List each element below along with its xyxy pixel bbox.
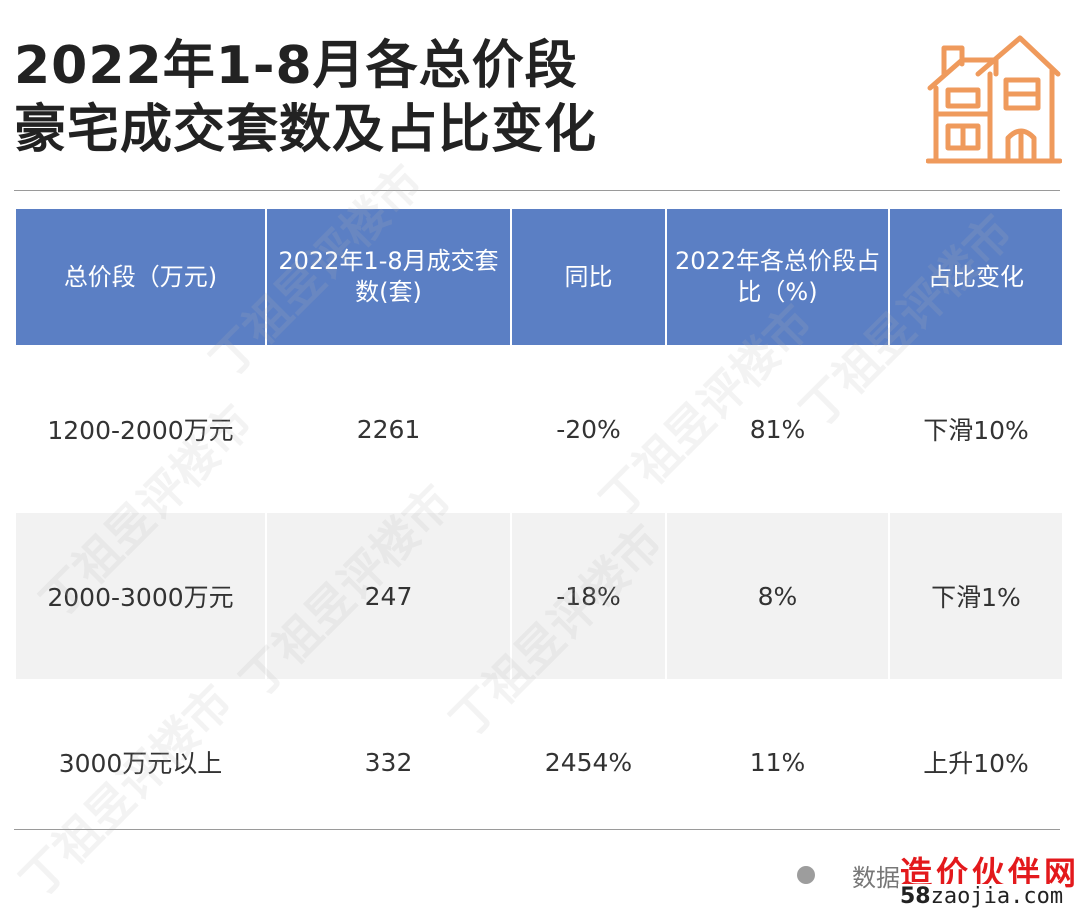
cell-share-change: 下滑10%: [923, 416, 1029, 445]
cell-share: 11%: [749, 747, 806, 777]
source-label: 数据: [852, 864, 900, 892]
column-header-share-change: 占比变化: [890, 209, 1062, 345]
table-row: 3000万元以上 332 2454% 11% 上升10%: [16, 679, 1062, 845]
cell-yoy: 2454%: [544, 747, 633, 777]
house-icon: [926, 35, 1062, 164]
table-header-row: 总价段（万元) 2022年1-8月成交套数(套) 同比 2022年各总价段占比（…: [16, 209, 1062, 345]
site-logo-url-number: 58: [900, 884, 931, 909]
cell-share: 81%: [749, 414, 806, 444]
site-logo-url-domain: zaojia.com: [930, 884, 1064, 909]
site-logo-url: 58zaojia.com: [898, 884, 1066, 909]
cell-units-sold: 2261: [356, 414, 421, 444]
source-bullet-icon: [797, 866, 815, 884]
divider-bottom: [14, 829, 1060, 830]
title-line-1: 2022年1-8月各总价段: [14, 36, 578, 96]
cell-price-range: 2000-3000万元: [16, 513, 265, 679]
title-line-2: 豪宅成交套数及占比变化: [14, 100, 598, 160]
page-title: 2022年1-8月各总价段 豪宅成交套数及占比变化: [14, 34, 597, 162]
cell-units-sold: 247: [267, 513, 510, 679]
cell-price-range: 1200-2000万元: [47, 416, 234, 445]
column-header-price-range: 总价段（万元): [16, 209, 265, 345]
table-row: 2000-3000万元 247 -18% 8% 下滑1%: [16, 513, 1062, 679]
column-header-yoy: 同比: [512, 209, 665, 345]
cell-share-change: 下滑1%: [890, 513, 1062, 679]
column-header-units-sold: 2022年1-8月成交套数(套): [267, 209, 510, 345]
table-row: 1200-2000万元 2261 -20% 81% 下滑10%: [16, 345, 1062, 513]
cell-units-sold: 332: [364, 747, 413, 777]
data-table: 总价段（万元) 2022年1-8月成交套数(套) 同比 2022年各总价段占比（…: [14, 209, 1064, 845]
divider-top: [14, 190, 1060, 191]
cell-yoy: -18%: [512, 513, 665, 679]
cell-yoy: -20%: [556, 414, 621, 444]
cell-share: 8%: [667, 513, 888, 679]
cell-price-range: 3000万元以上: [58, 749, 223, 778]
column-header-share: 2022年各总价段占比（%): [667, 209, 888, 345]
cell-share-change: 上升10%: [923, 749, 1029, 778]
